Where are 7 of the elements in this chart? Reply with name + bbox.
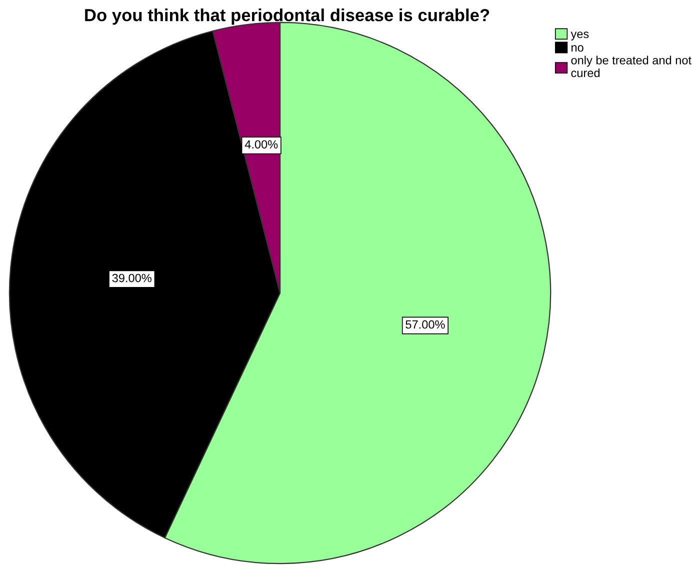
data-label: 4.00% xyxy=(244,140,278,149)
data-label: 39.00% xyxy=(112,274,152,282)
legend-label: only be treated and not cured xyxy=(571,56,692,78)
data-label: 57.00% xyxy=(406,320,445,329)
legend-label: no xyxy=(572,45,584,52)
chart-title: Do you think that periodontal disease is curable? xyxy=(85,8,490,25)
legend-label: yes xyxy=(570,32,589,40)
